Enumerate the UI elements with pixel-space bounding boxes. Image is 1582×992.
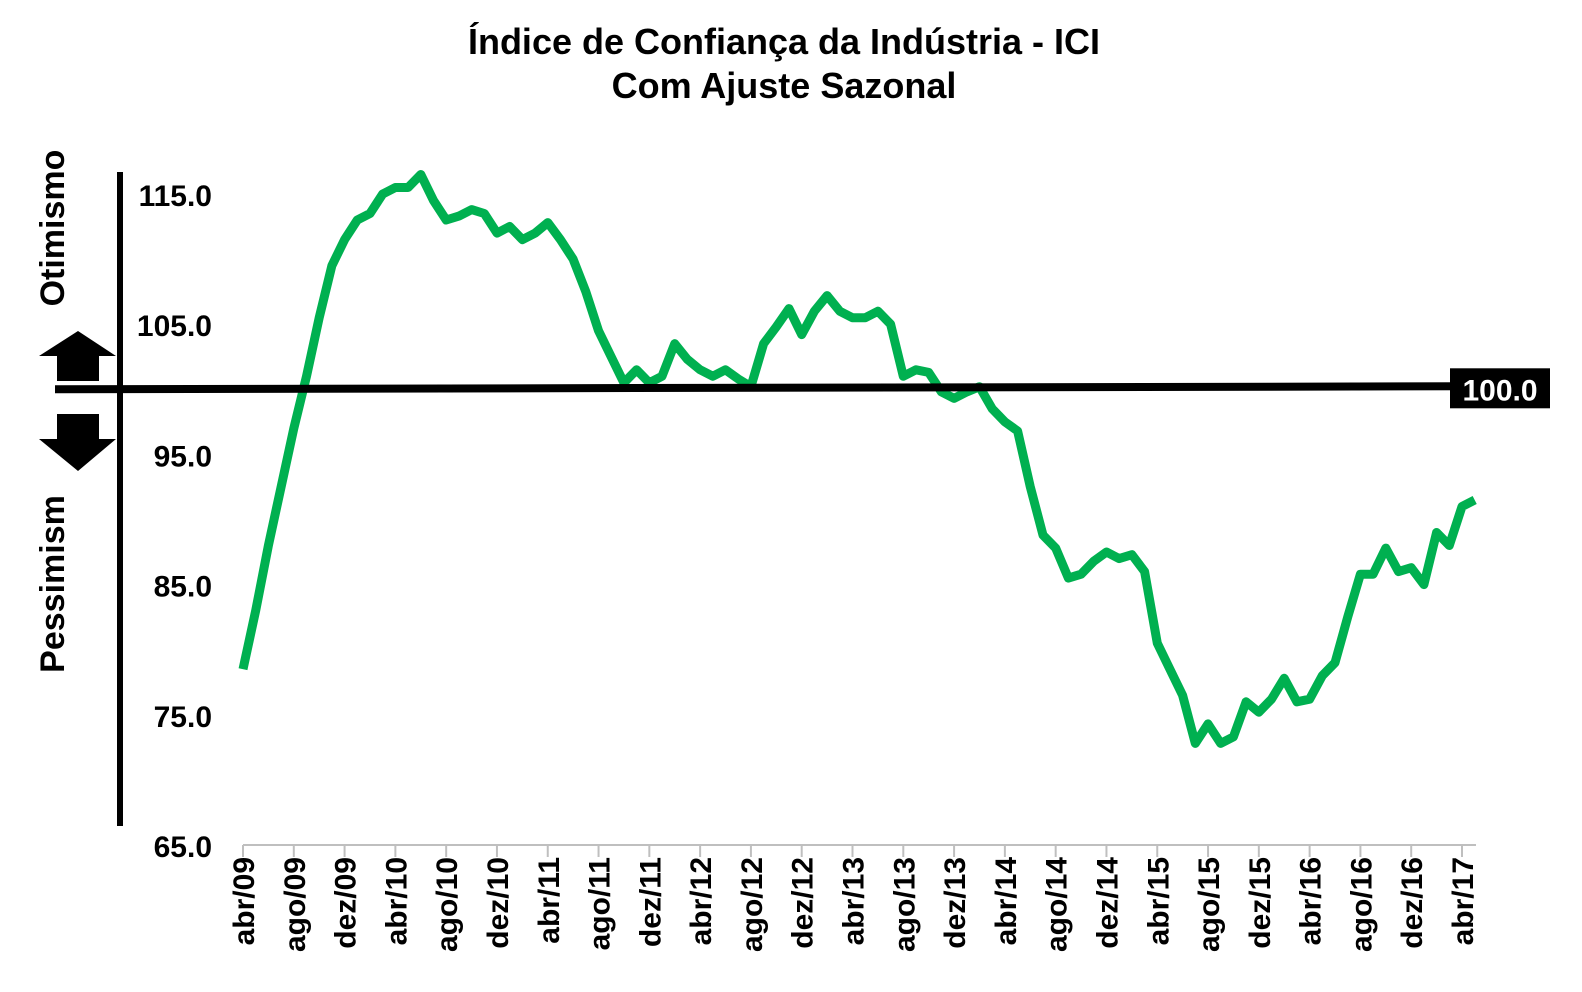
x-tick-label: dez/13	[939, 857, 972, 949]
x-tick-label: dez/09	[330, 857, 363, 949]
x-tick-label: ago/12	[736, 857, 769, 952]
series-line	[238, 170, 1477, 748]
chart-title: Índice de Confiança da Indústria - ICI	[468, 21, 1100, 62]
x-tick-label: dez/16	[1396, 857, 1429, 949]
reference-label-box	[1450, 368, 1550, 409]
x-tick-label: abr/09	[228, 857, 261, 945]
x-tick-label: dez/14	[1091, 857, 1124, 949]
reference-label: 100.0	[1462, 374, 1537, 407]
y-tick-label: 115.0	[139, 180, 212, 213]
y-tick-label: 85.0	[154, 571, 212, 604]
y-tick-label: 75.0	[154, 701, 212, 734]
x-tick-label: ago/10	[431, 857, 464, 952]
y-tick-label: 95.0	[154, 440, 212, 473]
x-tick-label: abr/14	[990, 857, 1023, 946]
x-tick-label: abr/10	[380, 857, 413, 945]
x-tick-label: ago/15	[1193, 857, 1226, 952]
arrow-down-icon	[39, 414, 116, 471]
arrow-up-icon	[39, 331, 116, 381]
x-tick-label: ago/11	[584, 857, 617, 950]
y-tick-label: 105.0	[137, 310, 212, 343]
x-tick-label: dez/10	[482, 857, 515, 949]
x-tick-label: ago/14	[1041, 857, 1074, 952]
x-tick-label: abr/16	[1295, 857, 1328, 945]
x-tick-label: abr/11	[533, 857, 566, 944]
chart-subtitle: Com Ajuste Sazonal	[612, 65, 957, 106]
y-tick-label: 65.0	[154, 831, 212, 864]
x-tick-label: dez/11	[634, 857, 667, 947]
x-tick-label: abr/13	[838, 857, 871, 945]
x-tick-label: ago/13	[888, 857, 921, 952]
pessimism-label: Pessimism	[34, 495, 72, 673]
x-tick-label: dez/15	[1244, 857, 1277, 949]
x-tick-label: dez/12	[787, 857, 820, 949]
reference-line	[54, 382, 1461, 394]
x-tick-label: ago/16	[1345, 857, 1378, 952]
x-tick-label: abr/15	[1142, 857, 1175, 945]
x-tick-label: abr/17	[1447, 857, 1480, 945]
x-tick-label: abr/12	[685, 857, 718, 945]
x-tick-label: ago/09	[279, 857, 312, 952]
optimism-label: Otimismo	[34, 150, 72, 307]
